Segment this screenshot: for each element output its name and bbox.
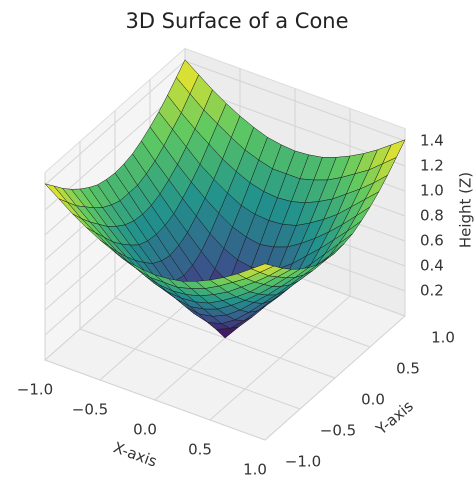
x-tick-label: −0.5 — [72, 401, 108, 419]
z-grid-line — [184, 60, 406, 142]
y-tick-label: 1.0 — [431, 329, 455, 347]
y-tick-label: 0.0 — [361, 391, 385, 409]
z-grid-line — [44, 60, 186, 186]
z-tick-label: 0.6 — [420, 232, 444, 250]
z-tick-label: 0.8 — [420, 207, 444, 225]
x-axis-label: X-axis — [111, 438, 160, 470]
surface-face — [250, 263, 275, 273]
z-tick-label: 1.0 — [420, 182, 444, 200]
z-tick-label: 0.2 — [420, 282, 444, 300]
z-tick-label: 1.4 — [420, 132, 444, 150]
y-tick-label: −0.5 — [320, 422, 356, 440]
z-tick-label: 0.4 — [420, 257, 444, 275]
z-axis-label: Height (Z) — [457, 172, 474, 248]
x-tick-label: −1.0 — [17, 381, 53, 399]
chart-title: 3D Surface of a Cone — [125, 9, 348, 33]
x-tick-label: 1.0 — [243, 461, 267, 479]
y-grid-line — [44, 359, 266, 441]
x-tick-label: 0.0 — [133, 421, 157, 439]
y-tick-label: 0.5 — [396, 360, 420, 378]
z-tick-label: 1.2 — [420, 157, 444, 175]
y-grid-line — [79, 328, 301, 410]
y-tick-label: −1.0 — [285, 453, 321, 471]
x-tick-label: 0.5 — [188, 441, 212, 459]
